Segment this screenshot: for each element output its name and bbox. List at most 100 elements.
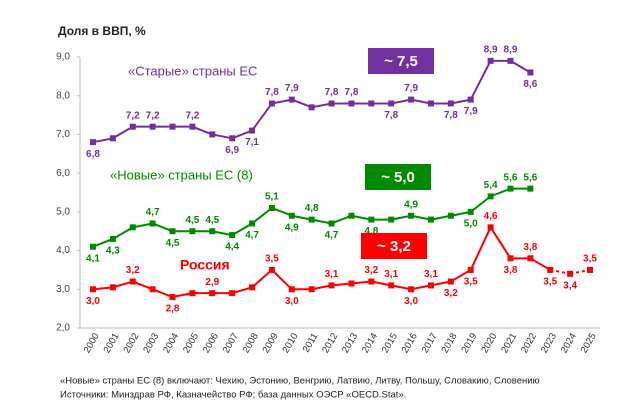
series-line	[112, 280, 134, 289]
data-label: 7,8	[344, 87, 358, 98]
marker	[328, 100, 335, 107]
marker	[567, 270, 574, 277]
series-line	[251, 102, 273, 132]
series-line	[331, 214, 352, 225]
series-line	[132, 222, 153, 229]
data-label: 3,0	[285, 296, 299, 307]
data-label: 3,0	[404, 296, 418, 307]
x-tick-label: 2000	[82, 331, 102, 355]
marker	[467, 96, 474, 103]
data-label: 8,9	[484, 45, 498, 56]
data-label: 8,9	[504, 45, 518, 56]
series-line	[410, 284, 432, 291]
marker	[109, 284, 116, 291]
marker	[109, 135, 116, 142]
data-label: 4,5	[185, 215, 199, 226]
marker	[408, 96, 415, 103]
marker	[268, 100, 275, 107]
series-line	[450, 98, 471, 105]
data-label: 8,6	[523, 79, 537, 90]
data-label: 3,1	[384, 269, 398, 280]
series-line	[490, 187, 511, 198]
series-line	[271, 269, 293, 291]
data-label: 7,8	[325, 87, 339, 98]
marker	[368, 278, 375, 285]
data-label: 3,0	[86, 296, 100, 307]
data-label: 7,9	[285, 83, 299, 94]
data-label: 7,8	[265, 87, 279, 98]
annotation-box	[365, 164, 431, 190]
series-line	[351, 280, 372, 285]
series-line	[212, 133, 233, 140]
marker	[348, 100, 355, 107]
x-tick-label: 2008	[241, 331, 261, 355]
series-line	[430, 214, 452, 221]
data-label: 3,4	[563, 280, 577, 291]
series-line	[391, 98, 412, 105]
series-line	[112, 226, 134, 240]
series-label: «Новые» страны ЕС (8)	[110, 167, 253, 182]
data-label: 4,8	[305, 203, 319, 214]
x-tick-label: 2011	[301, 331, 321, 354]
annotation-box	[368, 48, 434, 74]
marker	[447, 278, 454, 285]
marker	[587, 266, 593, 273]
marker	[527, 255, 534, 262]
data-label: 4,5	[166, 238, 180, 249]
series-line	[112, 125, 134, 140]
marker	[348, 280, 355, 287]
series-line	[92, 286, 113, 291]
marker	[90, 243, 96, 250]
series-line	[469, 226, 492, 271]
marker	[507, 255, 514, 262]
marker	[288, 286, 295, 293]
x-tick-label: 2020	[479, 331, 499, 355]
marker	[229, 232, 236, 239]
data-label: 4,1	[86, 253, 100, 264]
data-label: 3,5	[464, 277, 478, 288]
marker	[268, 204, 275, 211]
data-label: 7,2	[126, 110, 140, 121]
series-line	[231, 129, 253, 140]
data-label: 5,6	[523, 172, 537, 183]
series-line	[271, 98, 292, 105]
series-line	[391, 284, 412, 291]
series-line	[371, 280, 392, 287]
series-line	[509, 60, 531, 74]
y-tick-label: 9,0	[56, 52, 70, 63]
x-tick-label: 2009	[261, 331, 281, 355]
marker	[427, 100, 434, 107]
data-label: 6,8	[86, 149, 100, 160]
data-label: 7,2	[146, 110, 160, 121]
y-tick-label: 5,0	[56, 206, 70, 217]
series-line	[351, 214, 372, 221]
data-label: 7,1	[245, 137, 259, 148]
x-tick-label: 2005	[181, 331, 201, 355]
x-tick-label: 2002	[121, 331, 141, 355]
data-label: 4,6	[484, 211, 498, 222]
y-tick-label: 2,0	[56, 323, 70, 334]
data-label: 4,7	[146, 207, 160, 218]
x-tick-label: 2003	[141, 331, 161, 355]
x-tick-label: 2004	[161, 331, 181, 355]
marker	[507, 185, 514, 192]
marker	[388, 216, 395, 223]
data-label: 4,9	[285, 222, 299, 233]
marker	[249, 220, 256, 227]
series-line	[311, 218, 332, 225]
marker	[129, 123, 136, 130]
series-line	[311, 284, 332, 291]
data-label: 3,2	[126, 265, 140, 276]
series-line	[231, 222, 253, 236]
data-label: 3,8	[523, 242, 537, 253]
marker	[189, 228, 196, 235]
data-label: 6,9	[225, 145, 239, 156]
marker	[189, 290, 196, 297]
data-label: 7,2	[185, 110, 199, 121]
data-label: 7,8	[444, 110, 458, 121]
marker	[169, 123, 176, 130]
data-label: 2,9	[205, 277, 219, 288]
marker	[149, 220, 156, 227]
marker	[388, 282, 395, 289]
marker	[209, 131, 216, 138]
